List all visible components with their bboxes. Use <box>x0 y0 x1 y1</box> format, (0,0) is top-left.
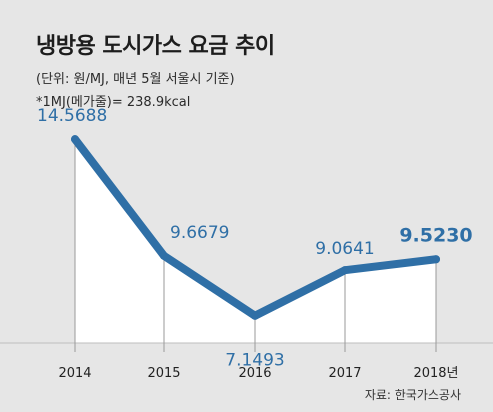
source-note: 자료: 한국가스공사 <box>364 388 461 402</box>
x-tick-label-2015: 2015 <box>147 366 180 381</box>
x-tick-label-2018년: 2018년 <box>413 366 458 381</box>
data-point-2014 <box>71 135 79 144</box>
x-tick-label-2016: 2016 <box>238 366 271 381</box>
area-fill <box>75 139 436 343</box>
data-point-2016 <box>251 311 259 320</box>
unit-note: (단위: 원/MJ, 매년 5월 서울시 기준) <box>36 72 235 87</box>
data-point-2015 <box>160 251 168 260</box>
data-label-2017: 9.0641 <box>315 239 374 259</box>
conversion-note: *1MJ(메가줄)= 238.9kcal <box>36 95 191 110</box>
data-label-2015: 9.6679 <box>170 223 229 243</box>
data-label-2018년: 9.5230 <box>399 224 472 246</box>
data-label-2014: 14.5688 <box>37 106 107 126</box>
data-point-2017 <box>341 266 349 275</box>
chart-title: 냉방용 도시가스 요금 추이 <box>36 34 275 59</box>
data-label-2016: 7.1493 <box>225 351 284 371</box>
x-tick-label-2017: 2017 <box>328 366 361 381</box>
x-tick-label-2014: 2014 <box>58 366 91 381</box>
data-point-2018년 <box>432 255 440 264</box>
